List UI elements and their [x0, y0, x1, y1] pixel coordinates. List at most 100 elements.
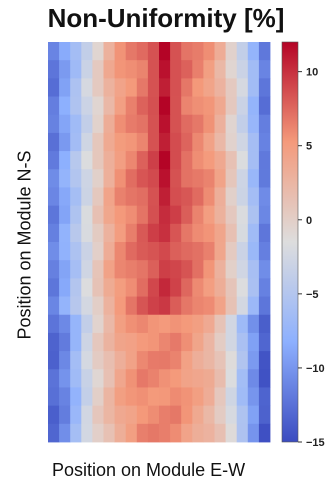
heatmap-cell [147, 332, 160, 352]
heatmap-cell [81, 332, 93, 352]
heatmap-cell [225, 132, 238, 152]
heatmap-cell [247, 60, 260, 79]
heatmap-cell [258, 296, 271, 316]
heatmap-cell [125, 78, 138, 97]
heatmap-cell [103, 223, 115, 243]
heatmap-cell [258, 60, 271, 79]
heatmap-cell [136, 78, 149, 97]
heatmap-cell [192, 242, 204, 261]
heatmap-cell [247, 78, 260, 97]
heatmap-cell [92, 78, 104, 97]
heatmap-cell [192, 114, 204, 134]
heatmap-cell [258, 132, 271, 152]
heatmap-cell [159, 369, 171, 388]
heatmap-cell [203, 78, 215, 97]
heatmap-cell [192, 187, 204, 207]
heatmap-cell [203, 169, 215, 188]
heatmap-cell [258, 169, 271, 188]
heatmap-cell [92, 260, 104, 279]
heatmap-cell [92, 187, 104, 207]
heatmap-cell [70, 151, 82, 170]
heatmap-cell [103, 242, 115, 261]
heatmap-cell [81, 405, 93, 425]
heatmap-cell [247, 169, 260, 188]
heatmap-cell [247, 278, 260, 297]
heatmap-cell [214, 78, 226, 97]
heatmap-cell [114, 151, 127, 170]
heatmap-cell [258, 42, 271, 61]
heatmap-cell [159, 114, 171, 134]
heatmap-cell [225, 423, 238, 443]
heatmap-cell [81, 42, 93, 61]
heatmap-cell [92, 369, 104, 388]
heatmap-cell [147, 169, 160, 188]
heatmap-cell [170, 296, 182, 316]
heatmap-cell [170, 314, 182, 334]
heatmap-cell [70, 369, 82, 388]
heatmap-cell [247, 114, 260, 134]
heatmap-cell [236, 423, 249, 443]
heatmap-cell [125, 60, 138, 79]
heatmap-cell [125, 405, 138, 425]
heatmap-cell [92, 405, 104, 425]
heatmap-cell [181, 223, 193, 243]
heatmap-cell [181, 314, 193, 334]
heatmap-cell [125, 278, 138, 297]
heatmap-cell [192, 42, 204, 61]
heatmap-cell [92, 278, 104, 297]
heatmap-cell [236, 96, 249, 116]
heatmap-cell [159, 169, 171, 188]
heatmap-cell [181, 351, 193, 370]
heatmap-cell [59, 78, 71, 97]
heatmap-cell [103, 351, 115, 370]
heatmap-cell [159, 314, 171, 334]
heatmap-cell [181, 132, 193, 152]
heatmap-cell [114, 169, 127, 188]
heatmap-cell [192, 351, 204, 370]
heatmap-cell [214, 387, 226, 407]
heatmap-cell [81, 205, 93, 225]
heatmap-cell [147, 151, 160, 170]
heatmap-cell [48, 332, 60, 352]
heatmap-cell [181, 78, 193, 97]
heatmap-cell [214, 423, 226, 443]
heatmap-cell [247, 369, 260, 388]
heatmap-cell [92, 332, 104, 352]
heatmap-cell [48, 42, 60, 61]
heatmap-cell [170, 132, 182, 152]
heatmap-cell [214, 260, 226, 279]
heatmap-cell [170, 260, 182, 279]
heatmap-cell [214, 205, 226, 225]
heatmap-cell [214, 405, 226, 425]
heatmap-cell [225, 314, 238, 334]
heatmap-cell [192, 132, 204, 152]
colorbar-tick-label: −5 [306, 289, 319, 301]
heatmap-cell [136, 423, 149, 443]
heatmap-cell [203, 205, 215, 225]
heatmap-cell [170, 242, 182, 261]
heatmap-cell [81, 387, 93, 407]
heatmap-cell [170, 169, 182, 188]
heatmap-cell [258, 96, 271, 116]
heatmap-cell [81, 187, 93, 207]
heatmap-cell [170, 151, 182, 170]
colorbar-tick-label: −15 [306, 437, 325, 449]
heatmap-cell [59, 260, 71, 279]
heatmap-cell [70, 78, 82, 97]
heatmap-cell [136, 387, 149, 407]
heatmap-cell [181, 205, 193, 225]
heatmap-cell [136, 351, 149, 370]
heatmap-cell [203, 151, 215, 170]
heatmap-cell [247, 314, 260, 334]
heatmap-cell [170, 405, 182, 425]
heatmap-cell [136, 278, 149, 297]
heatmap-cell [203, 260, 215, 279]
heatmap-cell [225, 332, 238, 352]
heatmap-cell [48, 78, 60, 97]
heatmap-cell [159, 42, 171, 61]
heatmap-cell [258, 223, 271, 243]
heatmap-cell [92, 423, 104, 443]
heatmap-cell [125, 223, 138, 243]
heatmap-cell [147, 96, 160, 116]
heatmap-cell [81, 242, 93, 261]
